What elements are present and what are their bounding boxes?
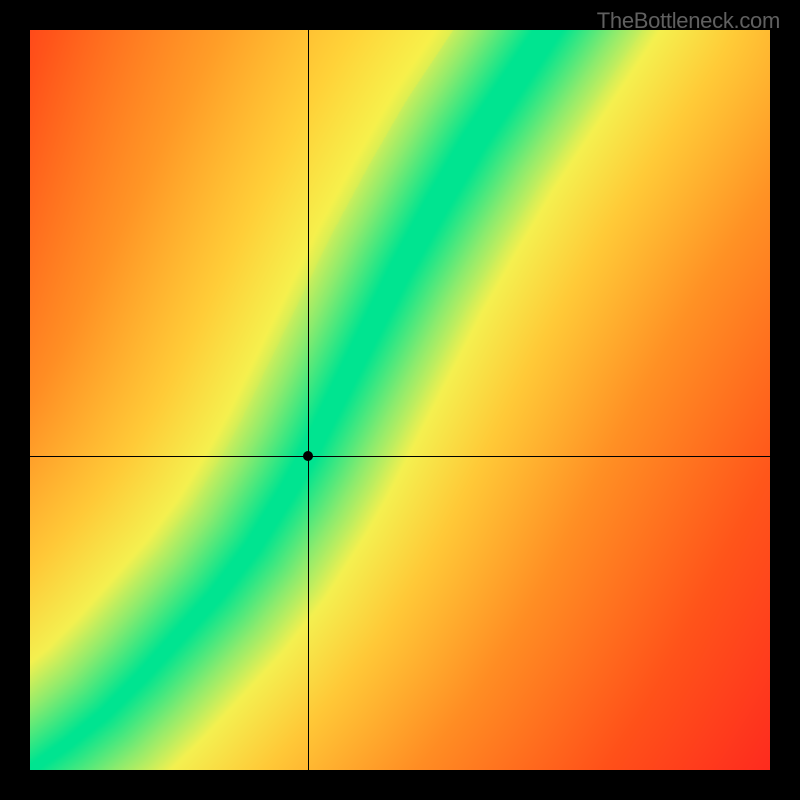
chart-container: TheBottleneck.com xyxy=(0,0,800,800)
crosshair-marker xyxy=(303,451,313,461)
crosshair-vertical xyxy=(308,30,309,770)
crosshair-horizontal xyxy=(30,456,770,457)
heatmap-canvas xyxy=(30,30,770,770)
heatmap-plot xyxy=(30,30,770,770)
watermark-text: TheBottleneck.com xyxy=(597,8,780,34)
